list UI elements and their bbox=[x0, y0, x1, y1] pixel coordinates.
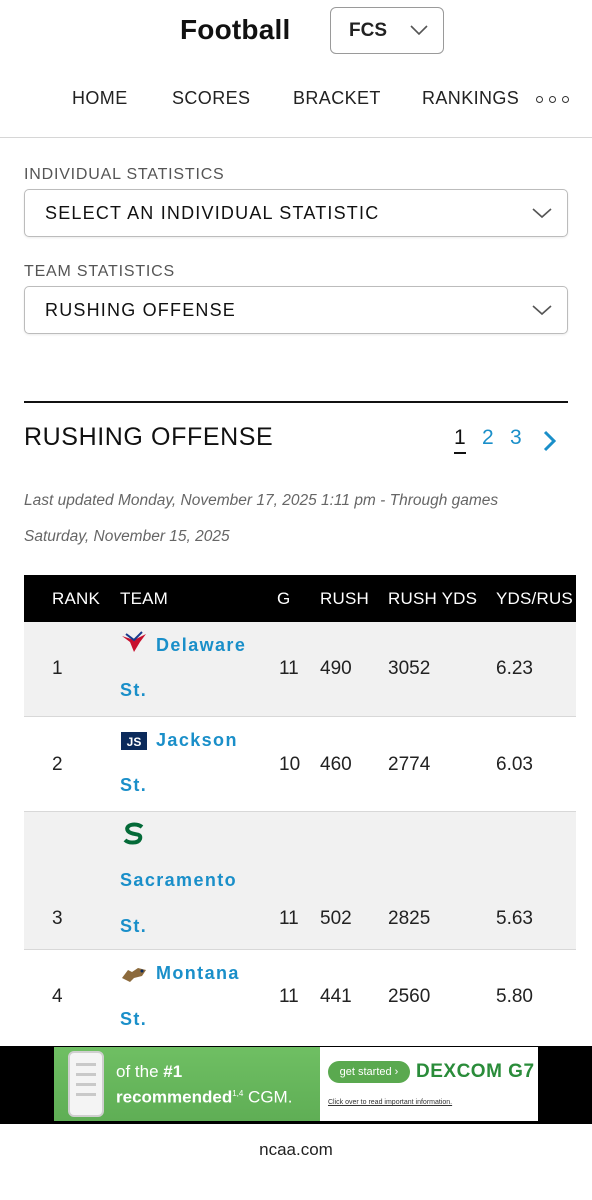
team-link-line2[interactable]: St. bbox=[120, 775, 148, 795]
js-monogram-logo-icon: JS bbox=[121, 732, 147, 750]
individual-stat-value: SELECT AN INDIVIDUAL STATISTIC bbox=[45, 202, 380, 223]
games-cell: 11 bbox=[279, 908, 299, 929]
table-row: Delaware St. 1 11 490 3052 6.23 bbox=[24, 622, 576, 717]
site-url[interactable]: ncaa.com bbox=[259, 1140, 333, 1159]
page-link-1[interactable]: 1 bbox=[454, 426, 466, 454]
division-value: FCS bbox=[349, 19, 387, 41]
ad-right-panel: get started › DEXCOM G7 Click over to re… bbox=[320, 1047, 538, 1121]
ad-headline-post: recommended bbox=[116, 1087, 233, 1107]
col-yds-per-rush[interactable]: YDS/RUS bbox=[496, 589, 573, 608]
team-link-line1[interactable]: Jackson bbox=[156, 730, 238, 750]
chevron-down-icon bbox=[532, 208, 552, 219]
nav-bracket[interactable]: BRACKET bbox=[293, 88, 381, 108]
ad-cta-button[interactable]: get started › bbox=[328, 1061, 410, 1083]
sport-title[interactable]: Football bbox=[180, 14, 291, 45]
ad-headline-sup: 1,4 bbox=[232, 1089, 244, 1098]
last-updated-line-2: Saturday, November 15, 2025 bbox=[24, 528, 230, 545]
rush-yds-cell: 2825 bbox=[388, 908, 431, 929]
main-nav: HOME SCORES BRACKET RANKINGS bbox=[0, 88, 592, 112]
table-header: RANK TEAM G RUSH RUSH YDS YDS/RUS bbox=[24, 575, 576, 622]
yds-per-rush-cell: 5.63 bbox=[496, 908, 533, 929]
section-title: RUSHING OFFENSE bbox=[24, 423, 274, 451]
rush-yds-cell: 2560 bbox=[388, 986, 431, 1007]
s-hornet-logo-icon bbox=[123, 822, 144, 845]
yds-per-rush-cell: 6.03 bbox=[496, 754, 533, 775]
page-link-3[interactable]: 3 bbox=[510, 426, 522, 449]
team-link-line2[interactable]: St. bbox=[120, 916, 148, 936]
svg-text:JS: JS bbox=[127, 735, 142, 749]
ad-banner[interactable]: of the #1 recommended1,4 CGM. get starte… bbox=[54, 1047, 538, 1121]
ad-headline-tail: CGM. bbox=[243, 1087, 293, 1107]
rank-cell: 3 bbox=[52, 908, 63, 929]
col-rush[interactable]: RUSH bbox=[320, 589, 369, 608]
ad-left-panel: of the #1 recommended1,4 CGM. bbox=[54, 1047, 320, 1121]
nav-rankings[interactable]: RANKINGS bbox=[422, 88, 520, 108]
rush-cell: 460 bbox=[320, 754, 352, 775]
games-cell: 11 bbox=[279, 986, 299, 1007]
rush-cell: 490 bbox=[320, 658, 352, 679]
bobcat-logo-icon bbox=[122, 968, 146, 982]
col-rank[interactable]: RANK bbox=[52, 589, 101, 608]
team-stat-dropdown[interactable]: RUSHING OFFENSE bbox=[24, 286, 568, 334]
individual-stats-label: INDIVIDUAL STATISTICS bbox=[24, 166, 225, 183]
nav-scores[interactable]: SCORES bbox=[172, 88, 251, 108]
team-stat-value: RUSHING OFFENSE bbox=[45, 299, 237, 320]
yds-per-rush-cell: 5.80 bbox=[496, 986, 533, 1007]
individual-stat-dropdown[interactable]: SELECT AN INDIVIDUAL STATISTIC bbox=[24, 189, 568, 237]
rush-yds-cell: 2774 bbox=[388, 754, 431, 775]
team-link-line1[interactable]: Sacramento bbox=[120, 870, 238, 890]
last-updated-text: Last updated Monday, November 17, 2025 1… bbox=[24, 483, 568, 555]
rank-cell: 2 bbox=[52, 754, 63, 775]
ad-headline-bold: #1 bbox=[163, 1062, 183, 1081]
stats-table: RANK TEAM G RUSH RUSH YDS YDS/RUS Delawa… bbox=[24, 575, 576, 1046]
nav-home[interactable]: HOME bbox=[72, 88, 128, 108]
team-link-line2[interactable]: St. bbox=[120, 1009, 148, 1029]
team-link-line1[interactable]: Montana bbox=[156, 963, 240, 983]
col-team[interactable]: TEAM bbox=[120, 589, 169, 608]
hornet-logo-icon bbox=[122, 631, 146, 652]
ad-brand-logo: DEXCOM G7 bbox=[416, 1061, 535, 1082]
col-rush-yds[interactable]: RUSH YDS bbox=[388, 589, 478, 608]
last-updated-line-1: Last updated Monday, November 17, 2025 1… bbox=[24, 492, 499, 509]
ad-disclaimer-link[interactable]: Click over to read important information… bbox=[328, 1099, 453, 1106]
chevron-down-icon bbox=[410, 25, 428, 36]
team-stats-label: TEAM STATISTICS bbox=[24, 263, 175, 280]
table-row: JS Jackson St. 2 10 460 2774 6.03 bbox=[24, 717, 576, 812]
chevron-down-icon bbox=[532, 305, 552, 316]
team-link-line2[interactable]: St. bbox=[120, 680, 148, 700]
team-link-line1[interactable]: Delaware bbox=[156, 635, 247, 655]
games-cell: 11 bbox=[279, 658, 299, 679]
site-header: Football FCS HOME SCORES BRACKET RANKING… bbox=[0, 0, 592, 138]
rush-cell: 441 bbox=[320, 986, 352, 1007]
rank-cell: 4 bbox=[52, 986, 63, 1007]
rush-yds-cell: 3052 bbox=[388, 658, 431, 679]
rank-cell: 1 bbox=[52, 658, 63, 679]
chevron-right-icon[interactable] bbox=[542, 430, 556, 452]
yds-per-rush-cell: 6.23 bbox=[496, 658, 533, 679]
rush-cell: 502 bbox=[320, 908, 352, 929]
table-row: Sacramento St. 3 11 502 2825 5.63 bbox=[24, 812, 576, 950]
col-games[interactable]: G bbox=[277, 589, 291, 608]
ad-headline: of the #1 recommended1,4 CGM. bbox=[116, 1061, 292, 1109]
division-dropdown[interactable]: FCS bbox=[330, 7, 444, 54]
page-link-2[interactable]: 2 bbox=[482, 426, 494, 449]
ad-headline-pre: of the bbox=[116, 1062, 164, 1081]
phone-icon bbox=[68, 1051, 104, 1117]
more-icon[interactable] bbox=[536, 96, 569, 103]
table-row: Montana St. 4 11 441 2560 5.80 bbox=[24, 950, 576, 1046]
games-cell: 10 bbox=[279, 754, 301, 775]
section-divider bbox=[24, 401, 568, 403]
